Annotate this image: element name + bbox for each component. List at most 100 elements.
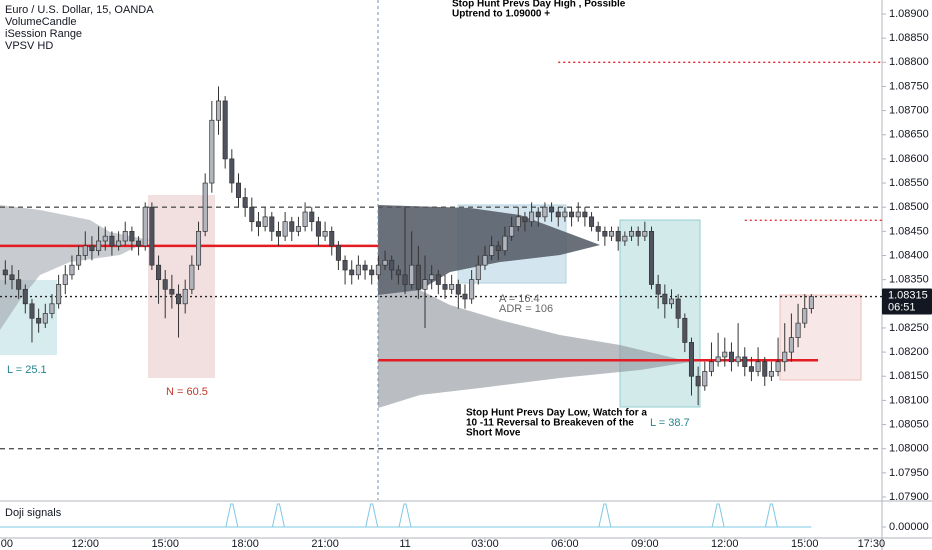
y-tick-label: 1.08750 xyxy=(889,80,929,92)
annotation: Uptrend to 1.09000 + xyxy=(452,9,550,20)
candle-body xyxy=(788,337,794,353)
x-tick-label: 09:00 xyxy=(631,538,659,550)
doji-signal xyxy=(711,503,725,528)
annotation: L = 38.7 xyxy=(650,417,690,429)
y-tick-label: 1.08650 xyxy=(889,129,929,141)
candle-body xyxy=(156,264,162,281)
candle-body xyxy=(748,366,754,372)
candle-body xyxy=(622,235,628,242)
candle-body xyxy=(735,356,741,363)
y-tick-label: 1.08350 xyxy=(889,274,929,286)
y-tick-label: 1.08450 xyxy=(889,225,929,237)
candle-body xyxy=(142,206,148,247)
candle-body xyxy=(289,221,295,232)
candle-body xyxy=(595,226,601,232)
y-tick-label: 1.07950 xyxy=(889,467,929,479)
candle-body xyxy=(202,182,208,232)
candle-body xyxy=(389,259,395,271)
indicator-title: Doji signals xyxy=(5,507,62,519)
annotation: Stop Hunt Prevs Day High , Possible xyxy=(452,0,626,10)
candle-body xyxy=(469,279,475,300)
annotation: Stop Hunt Prevs Day Low, Watch for a xyxy=(466,408,647,419)
candle-body xyxy=(69,264,75,276)
candle-body xyxy=(802,308,808,324)
candle-body xyxy=(16,279,22,290)
candle-body xyxy=(36,317,42,324)
y-tick-label: 1.08400 xyxy=(889,249,929,261)
candle-body xyxy=(509,226,515,237)
volume-profile xyxy=(378,205,600,295)
legend-entry: VPSV HD xyxy=(5,40,53,52)
x-tick-label: 12:00 xyxy=(711,538,739,550)
candle-body xyxy=(262,216,268,227)
candle-body xyxy=(688,342,694,377)
legend-entry: VolumeCandle xyxy=(5,16,77,28)
candle-body xyxy=(62,274,68,285)
annotation: 10 -11 Reversal to Breakeven of the xyxy=(466,418,634,429)
x-tick-label: 06:00 xyxy=(551,538,579,550)
candle-body xyxy=(668,298,675,305)
candle-body xyxy=(76,255,82,266)
candle-body xyxy=(529,211,535,223)
candle-body xyxy=(136,240,142,247)
candle-body xyxy=(355,264,361,276)
y-tick-label: 1.07900 xyxy=(889,491,929,503)
candle-body xyxy=(475,264,481,281)
candle-body xyxy=(615,231,621,242)
candle-body xyxy=(562,211,568,218)
legend: Euro / U.S. Dollar, 15, OANDA VolumeCand… xyxy=(5,4,154,52)
price-label-box xyxy=(882,288,932,315)
candle-body xyxy=(402,274,408,285)
y-tick-label: 1.08100 xyxy=(889,394,929,406)
doji-signal xyxy=(225,503,239,528)
annotation: L = 25.1 xyxy=(7,364,47,376)
candle-body xyxy=(808,296,814,309)
candle-body xyxy=(235,182,242,198)
candle-body xyxy=(102,235,108,242)
candle-body xyxy=(782,351,788,363)
candle-body xyxy=(342,259,348,271)
candle-body xyxy=(569,211,575,218)
candle-body xyxy=(375,264,381,276)
candle-body xyxy=(122,231,128,242)
x-tick-label: 15:00 xyxy=(151,538,179,550)
candle-body xyxy=(409,264,415,285)
countdown: 06:51 xyxy=(888,301,916,313)
candle-body xyxy=(255,221,261,227)
y-tick-label: 1.08800 xyxy=(889,56,929,68)
legend-entry: iSession Range xyxy=(5,28,82,40)
y-tick-label: 1.08850 xyxy=(889,32,929,44)
candle-body xyxy=(429,274,435,281)
candle-body xyxy=(49,303,55,314)
candle-body xyxy=(282,221,288,237)
candle-body xyxy=(189,264,195,290)
candle-body xyxy=(535,211,541,218)
candle-body xyxy=(322,231,328,237)
y-tick-label: 1.08150 xyxy=(889,370,929,382)
candle-body xyxy=(742,356,748,367)
doji-signal xyxy=(365,503,379,528)
y-tick-label: 1.08600 xyxy=(889,153,929,165)
candle-body xyxy=(42,313,48,324)
candle-body xyxy=(629,231,635,237)
candle-body xyxy=(522,216,528,223)
x-tick-label: 03:00 xyxy=(471,538,499,550)
x-tick-label: 11 xyxy=(399,538,410,550)
candle-body xyxy=(708,361,714,372)
candle-body xyxy=(682,317,688,343)
candle-body xyxy=(489,245,495,256)
candle-body xyxy=(229,158,235,184)
candle-body xyxy=(755,361,761,372)
candle-body xyxy=(295,226,301,232)
candle-body xyxy=(382,259,388,266)
legend-entry: Euro / U.S. Dollar, 15, OANDA xyxy=(5,4,154,16)
candle-body xyxy=(222,100,228,160)
candle-body xyxy=(635,231,641,237)
candle-body xyxy=(542,206,548,218)
y-tick-label: 1.08000 xyxy=(889,443,929,455)
candle-body xyxy=(196,231,202,266)
candle-body xyxy=(176,293,182,305)
y-tick-label: 1.08200 xyxy=(889,346,929,358)
candle-body xyxy=(2,269,8,276)
candle-body xyxy=(449,284,455,290)
